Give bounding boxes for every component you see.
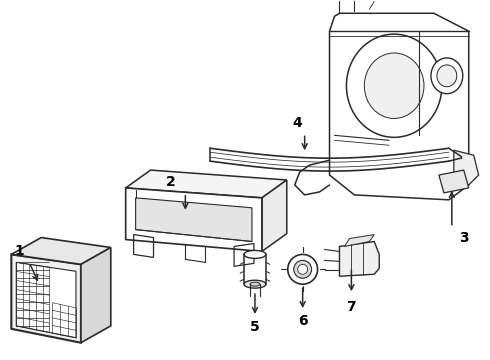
Text: 7: 7 [346,300,356,314]
Polygon shape [81,247,111,343]
Polygon shape [262,180,287,251]
Ellipse shape [431,58,463,94]
Polygon shape [340,242,379,276]
Ellipse shape [298,264,308,274]
Polygon shape [454,150,479,185]
Ellipse shape [365,53,424,118]
Polygon shape [344,235,374,247]
Polygon shape [11,238,111,264]
Ellipse shape [346,34,442,137]
Ellipse shape [288,255,318,284]
Ellipse shape [294,260,312,278]
Ellipse shape [250,282,260,286]
Text: 5: 5 [250,320,260,334]
Polygon shape [329,13,469,200]
Polygon shape [125,170,287,198]
Text: 1: 1 [14,244,24,258]
Ellipse shape [244,251,266,258]
Polygon shape [16,262,76,338]
Polygon shape [125,188,262,251]
Text: 6: 6 [298,314,308,328]
Polygon shape [11,255,81,343]
Ellipse shape [437,65,457,87]
Ellipse shape [244,280,266,288]
Text: 4: 4 [293,116,302,130]
Text: 3: 3 [459,230,468,244]
Polygon shape [439,170,469,193]
Text: 2: 2 [166,175,175,189]
Polygon shape [136,198,252,242]
